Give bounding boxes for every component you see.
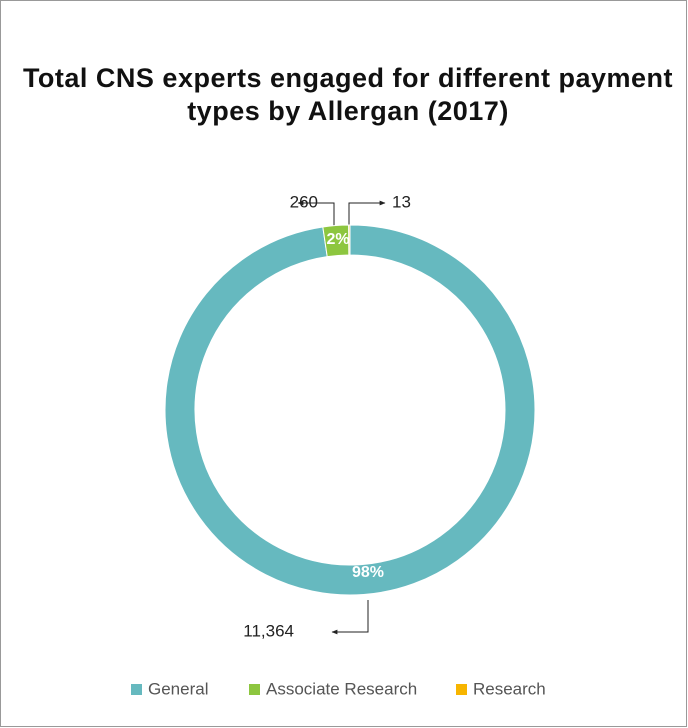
donut-segment: [348, 224, 351, 256]
percent-label: 98%: [352, 564, 384, 581]
legend-swatch: [456, 684, 467, 695]
legend-swatch: [249, 684, 260, 695]
legend-swatch: [131, 684, 142, 695]
donut-segment: [164, 224, 536, 596]
legend-label: Research: [473, 679, 546, 698]
chart-title: Total CNS experts engaged for different …: [23, 63, 673, 126]
value-label: 11,364: [243, 621, 294, 640]
leaders: [297, 200, 386, 635]
legend-label: Associate Research: [266, 679, 417, 698]
legend-label: General: [148, 679, 208, 698]
percent-label: 2%: [326, 231, 349, 248]
value-label: 13: [392, 192, 411, 211]
value-label: 260: [290, 192, 318, 211]
